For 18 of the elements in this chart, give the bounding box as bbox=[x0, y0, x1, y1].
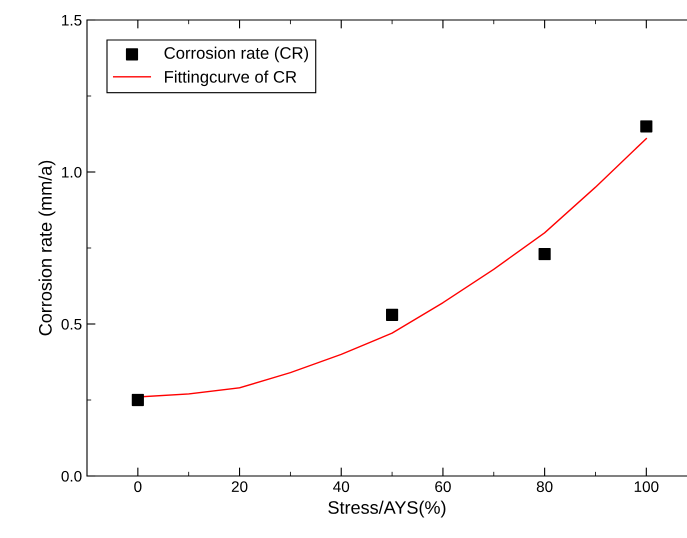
legend-label: Fittingcurve of CR bbox=[165, 70, 296, 86]
x-tick-label: 20 bbox=[232, 481, 248, 492]
y-tick-label: 1.5 bbox=[62, 15, 82, 26]
x-tick-label: 0 bbox=[134, 481, 142, 492]
point bbox=[538, 248, 551, 260]
y-tick-label: 0.0 bbox=[62, 470, 82, 482]
x-tick-label: 100 bbox=[634, 481, 658, 492]
x-tick-label: 40 bbox=[333, 481, 350, 492]
y-tick-label: 0.5 bbox=[62, 318, 82, 330]
y-tick-label: 1.0 bbox=[62, 166, 82, 178]
point bbox=[386, 308, 398, 321]
point bbox=[640, 120, 652, 132]
x-tick-label: 80 bbox=[536, 481, 553, 492]
point bbox=[132, 394, 144, 406]
legend-label: Corrosion rate (CR) bbox=[164, 46, 308, 62]
x-axis-title: Stress/AYS(%) bbox=[328, 500, 446, 518]
y-axis-title: Corrosion rate (mm/a) bbox=[38, 160, 56, 336]
x-tick-label: 60 bbox=[435, 481, 451, 492]
